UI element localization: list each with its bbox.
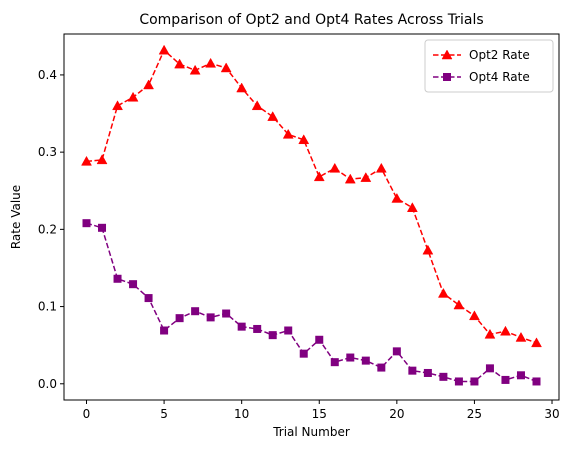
data-point — [82, 219, 91, 228]
x-tick-label: 0 — [83, 407, 91, 421]
data-point — [113, 274, 122, 283]
data-point — [423, 368, 432, 377]
data-point — [253, 324, 262, 333]
data-point — [516, 371, 525, 380]
data-point — [377, 363, 386, 372]
x-axis-label: Trial Number — [272, 425, 350, 439]
legend-item: Opt2 Rate — [433, 48, 530, 62]
x-tick-label: 15 — [312, 407, 327, 421]
data-point — [251, 100, 263, 111]
legend: Opt2 Rate Opt4 Rate — [424, 39, 554, 93]
data-point — [532, 377, 541, 386]
y-tick-label: 0.3 — [38, 145, 57, 159]
y-tick-label: 0.4 — [38, 68, 57, 82]
chart-title: Comparison of Opt2 and Opt4 Rates Across… — [139, 12, 483, 28]
data-point — [158, 44, 170, 55]
data-point — [282, 128, 294, 139]
legend-marker — [441, 49, 453, 60]
series-1 — [81, 44, 542, 348]
data-point — [237, 322, 246, 331]
data-point — [406, 202, 418, 212]
data-point — [236, 82, 248, 93]
data-point — [346, 353, 355, 362]
y-tick-label: 0.2 — [38, 222, 57, 236]
x-tick-label: 25 — [467, 407, 482, 421]
data-point — [298, 134, 310, 145]
data-point — [220, 62, 232, 73]
data-point — [96, 154, 108, 165]
data-point — [267, 111, 279, 121]
data-point — [361, 356, 370, 365]
data-point — [268, 331, 277, 340]
data-point — [469, 310, 480, 321]
data-point — [470, 377, 479, 386]
y-axis: 0.0 0.1 0.2 0.3 0.4 — [38, 68, 64, 391]
data-point — [330, 358, 339, 367]
data-point — [143, 79, 154, 90]
data-point — [112, 100, 123, 111]
series-2 — [82, 219, 541, 386]
data-point — [515, 331, 527, 342]
data-point — [222, 309, 231, 318]
data-point — [191, 307, 200, 316]
x-tick-label: 5 — [160, 407, 168, 421]
data-point — [360, 172, 372, 182]
data-point — [531, 337, 542, 348]
data-point — [439, 372, 448, 381]
x-axis: 0 5 10 15 20 25 30 — [83, 400, 560, 421]
data-point — [206, 313, 215, 322]
legend-label: Opt2 Rate — [469, 48, 530, 62]
x-tick-label: 30 — [544, 407, 559, 421]
plot-area — [81, 44, 542, 386]
data-point — [81, 155, 92, 166]
y-axis-label: Rate Value — [9, 185, 23, 249]
data-point — [485, 364, 494, 373]
data-point — [127, 91, 139, 102]
x-tick-label: 10 — [234, 407, 249, 421]
data-point — [391, 192, 403, 203]
data-point — [500, 325, 511, 336]
data-point — [484, 328, 496, 339]
data-point — [129, 280, 138, 289]
data-point — [299, 349, 308, 358]
legend-box — [424, 39, 554, 93]
data-point — [175, 314, 184, 323]
data-point — [392, 347, 401, 356]
y-tick-label: 0.0 — [38, 377, 57, 391]
data-point — [205, 57, 217, 68]
series-line — [86, 48, 537, 344]
data-point — [501, 375, 510, 384]
data-point — [408, 366, 417, 375]
axes-frame — [63, 33, 560, 401]
data-point — [344, 173, 356, 184]
y-tick-label: 0.1 — [38, 300, 57, 314]
data-point — [174, 58, 186, 69]
data-point — [375, 162, 387, 173]
legend-item: Opt4 Rate — [433, 70, 530, 84]
data-point — [315, 335, 324, 344]
legend-marker — [443, 73, 451, 81]
data-point — [453, 299, 465, 310]
data-point — [313, 171, 325, 182]
data-point — [437, 287, 449, 298]
data-point — [98, 223, 107, 232]
data-point — [160, 326, 169, 335]
data-point — [144, 294, 153, 303]
data-point — [329, 162, 341, 173]
x-tick-label: 20 — [389, 407, 404, 421]
data-point — [422, 244, 434, 255]
data-point — [284, 326, 293, 335]
data-point — [189, 64, 201, 75]
series-line — [86, 222, 537, 383]
data-point — [454, 377, 463, 386]
legend-label: Opt4 Rate — [469, 70, 530, 84]
